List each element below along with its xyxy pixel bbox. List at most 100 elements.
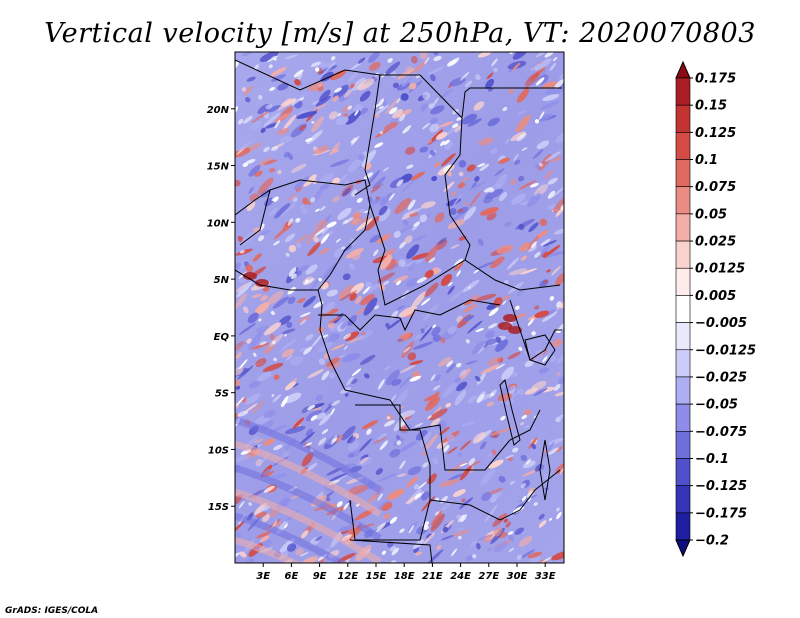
field-cell xyxy=(487,117,500,127)
field-cell xyxy=(342,187,351,197)
field-cell xyxy=(520,255,527,261)
colorbar-label: −0.0125 xyxy=(695,343,756,358)
field-cell xyxy=(243,306,249,314)
field-cell xyxy=(320,233,330,245)
field-cell xyxy=(418,481,427,490)
field-cell xyxy=(237,141,253,152)
field-cell xyxy=(333,84,349,99)
field-cell xyxy=(386,416,391,420)
field-cell xyxy=(465,360,478,365)
field-cell xyxy=(285,355,293,361)
field-cell xyxy=(311,100,319,105)
field-cell xyxy=(555,413,564,421)
field-cell xyxy=(280,338,298,352)
field-cell xyxy=(495,339,509,352)
field-cell xyxy=(534,310,550,318)
field-cell xyxy=(359,90,371,102)
field-cell xyxy=(436,545,442,550)
field-cell xyxy=(431,267,440,275)
field-cell xyxy=(279,538,295,554)
field-cell xyxy=(378,205,388,216)
field-band xyxy=(235,440,382,517)
field-cell xyxy=(528,222,539,233)
field-cell xyxy=(249,380,261,389)
field-cell xyxy=(432,457,439,465)
field-cell xyxy=(524,425,530,429)
field-cell xyxy=(517,388,525,396)
field-cell xyxy=(324,61,338,68)
field-cell xyxy=(445,402,452,408)
field-cell xyxy=(518,535,533,547)
field-cell xyxy=(552,57,558,62)
field-cell xyxy=(328,111,339,120)
field-cell xyxy=(403,346,411,353)
field-cell xyxy=(374,142,384,148)
field-cell xyxy=(326,362,342,370)
field-cell xyxy=(313,145,330,154)
colorbar-segment xyxy=(675,512,691,541)
field-cell xyxy=(341,425,356,441)
field-cell xyxy=(262,286,270,292)
field-cell xyxy=(341,353,361,363)
colorbar-segment xyxy=(675,349,691,378)
field-cell xyxy=(303,278,315,285)
field-cell xyxy=(436,421,447,430)
field-cell xyxy=(251,342,270,350)
field-cell xyxy=(307,369,324,379)
field-cell xyxy=(539,218,548,227)
field-cell xyxy=(439,500,453,514)
field-cell xyxy=(393,275,409,284)
field-cell xyxy=(245,264,254,273)
field-cell xyxy=(518,175,525,182)
field-cell xyxy=(462,304,477,313)
field-cell xyxy=(491,58,498,67)
field-cell xyxy=(525,458,531,465)
field-cell xyxy=(318,358,326,365)
field-cell xyxy=(422,122,430,130)
field-cell xyxy=(299,552,309,557)
field-cell xyxy=(556,301,562,308)
field-cell xyxy=(430,513,445,532)
field-cell xyxy=(487,487,504,495)
field-cell xyxy=(268,207,278,217)
field-cell xyxy=(420,328,425,334)
field-cell xyxy=(328,332,340,343)
field-cell xyxy=(253,352,257,357)
field-cell xyxy=(291,383,299,388)
field-cell xyxy=(332,148,340,153)
y-tick-label: 20N xyxy=(207,105,230,116)
field-cell xyxy=(424,269,434,279)
field-cell xyxy=(343,333,352,340)
x-tick-label: 24E xyxy=(450,571,471,582)
colorbar-segment xyxy=(675,213,691,242)
colorbar-segment xyxy=(675,376,691,405)
field-cell xyxy=(365,281,373,289)
field-cell xyxy=(521,147,528,151)
field-cell xyxy=(353,449,361,457)
field-cell xyxy=(458,159,467,168)
field-cell xyxy=(393,230,401,238)
field-cell xyxy=(483,187,494,193)
field-cell xyxy=(343,345,348,351)
field-cell xyxy=(457,206,469,215)
field-cell xyxy=(284,523,288,529)
field-cell xyxy=(460,514,467,523)
field-cell xyxy=(477,52,492,58)
field-cell xyxy=(310,332,324,349)
field-cell xyxy=(269,107,281,118)
field-cell xyxy=(491,449,497,456)
field-cell xyxy=(377,432,387,440)
border-zambia xyxy=(429,469,561,521)
colorbar-label: 0.075 xyxy=(695,180,736,195)
field-cell xyxy=(447,446,458,455)
colorbar-label: 0.175 xyxy=(695,72,736,87)
field-cell xyxy=(317,326,325,334)
field-cell xyxy=(498,191,508,202)
x-axis: 3E 6E 9E 12E 15E 18E 21E 24E 27E 30E 33E xyxy=(256,563,556,582)
field-cell xyxy=(292,196,298,203)
field-cell xyxy=(558,72,564,80)
field-cell xyxy=(420,103,428,112)
field-cell xyxy=(402,219,409,226)
field-cell xyxy=(281,348,295,358)
field-cell xyxy=(319,173,334,185)
